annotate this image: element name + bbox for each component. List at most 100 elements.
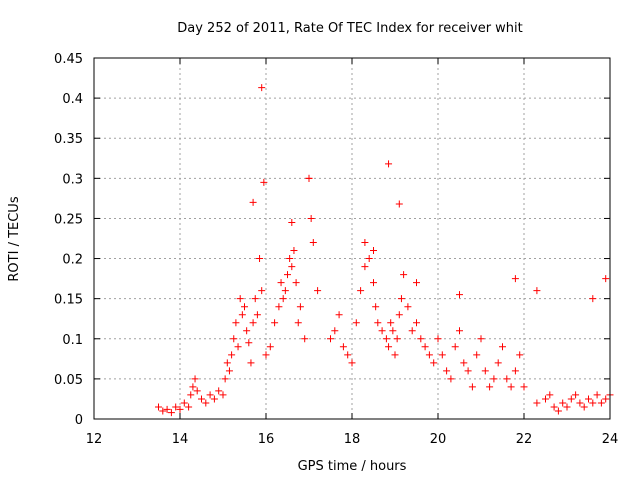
data-point [503,375,511,383]
data-point [344,351,352,359]
chart-title: Day 252 of 2011, Rate Of TEC Index for r… [177,21,523,36]
data-point [430,359,438,367]
data-point [434,335,442,343]
data-point [460,359,468,367]
data-point [378,327,386,335]
x-tick-label: 20 [430,432,447,447]
data-point [258,287,266,295]
data-point [451,343,459,351]
y-axis-label: ROTI / TECUs [7,196,22,281]
x-tick-label: 14 [172,432,189,447]
data-point [397,295,405,303]
data-point [464,367,472,375]
data-point [251,295,259,303]
x-axis-label: GPS time / hours [298,459,407,474]
data-point [314,287,322,295]
data-point [191,375,199,383]
y-tick-label: 0 [75,413,83,428]
data-point [413,319,420,327]
data-point [468,383,476,391]
data-point [408,327,416,335]
data-point [421,343,429,351]
data-point [172,403,180,411]
data-point [516,351,524,359]
x-tick-label: 24 [602,432,619,447]
data-point [395,200,403,208]
data-point [589,399,597,407]
data-point [307,214,315,222]
y-tick-label: 0.2 [62,253,83,268]
data-point [230,335,238,343]
data-point [301,335,309,343]
y-tick-label: 0.3 [62,172,83,187]
data-point [225,367,233,375]
data-point [288,263,296,271]
data-point [290,247,298,255]
data-point [374,319,382,327]
data-point [180,399,188,407]
data-point [385,160,393,168]
data-point [236,295,244,303]
data-point [202,399,210,407]
x-tick-label: 18 [344,432,361,447]
data-point [370,279,377,287]
data-point [357,287,365,295]
data-point [288,218,296,226]
data-point [550,403,558,411]
x-tick-label: 16 [258,432,275,447]
data-point [533,399,541,407]
data-point [309,239,317,247]
data-point [155,403,162,411]
data-point [260,178,268,186]
data-point [234,343,242,351]
data-point [546,391,554,399]
data-point [385,343,393,351]
data-point [281,287,289,295]
data-point [159,407,167,415]
data-point [258,84,266,92]
y-tick-label: 0.25 [54,212,83,227]
data-point [266,343,274,351]
data-point [339,343,347,351]
data-point [221,375,229,383]
data-point [256,255,264,263]
data-point [361,263,369,271]
data-point [387,319,395,327]
data-point [198,395,205,403]
data-point [228,351,236,359]
data-point [327,335,334,343]
data-point [335,311,343,319]
data-point [187,391,195,399]
data-point [404,303,412,311]
data-point [511,367,519,375]
data-point [382,335,390,343]
data-point [554,407,562,415]
data-point [481,367,489,375]
data-point [163,405,171,413]
data-point [348,359,356,367]
data-point [576,399,584,407]
data-points [155,84,614,417]
data-point [389,327,397,335]
data-point [238,311,246,319]
data-point [215,387,223,395]
data-point [206,391,214,399]
data-point [477,335,485,343]
data-point [185,403,193,411]
data-point [417,335,425,343]
data-point [533,287,541,295]
x-tick-label: 12 [86,432,103,447]
data-point [572,391,580,399]
data-point [279,295,287,303]
data-point [296,303,304,311]
data-point [284,271,291,279]
data-point [456,327,463,335]
data-point [511,275,519,283]
x-tick-label: 22 [516,432,533,447]
data-point [542,395,549,403]
data-point [232,319,240,327]
data-point [193,387,201,395]
y-tick-label: 0.1 [62,333,83,348]
data-point [585,395,592,403]
